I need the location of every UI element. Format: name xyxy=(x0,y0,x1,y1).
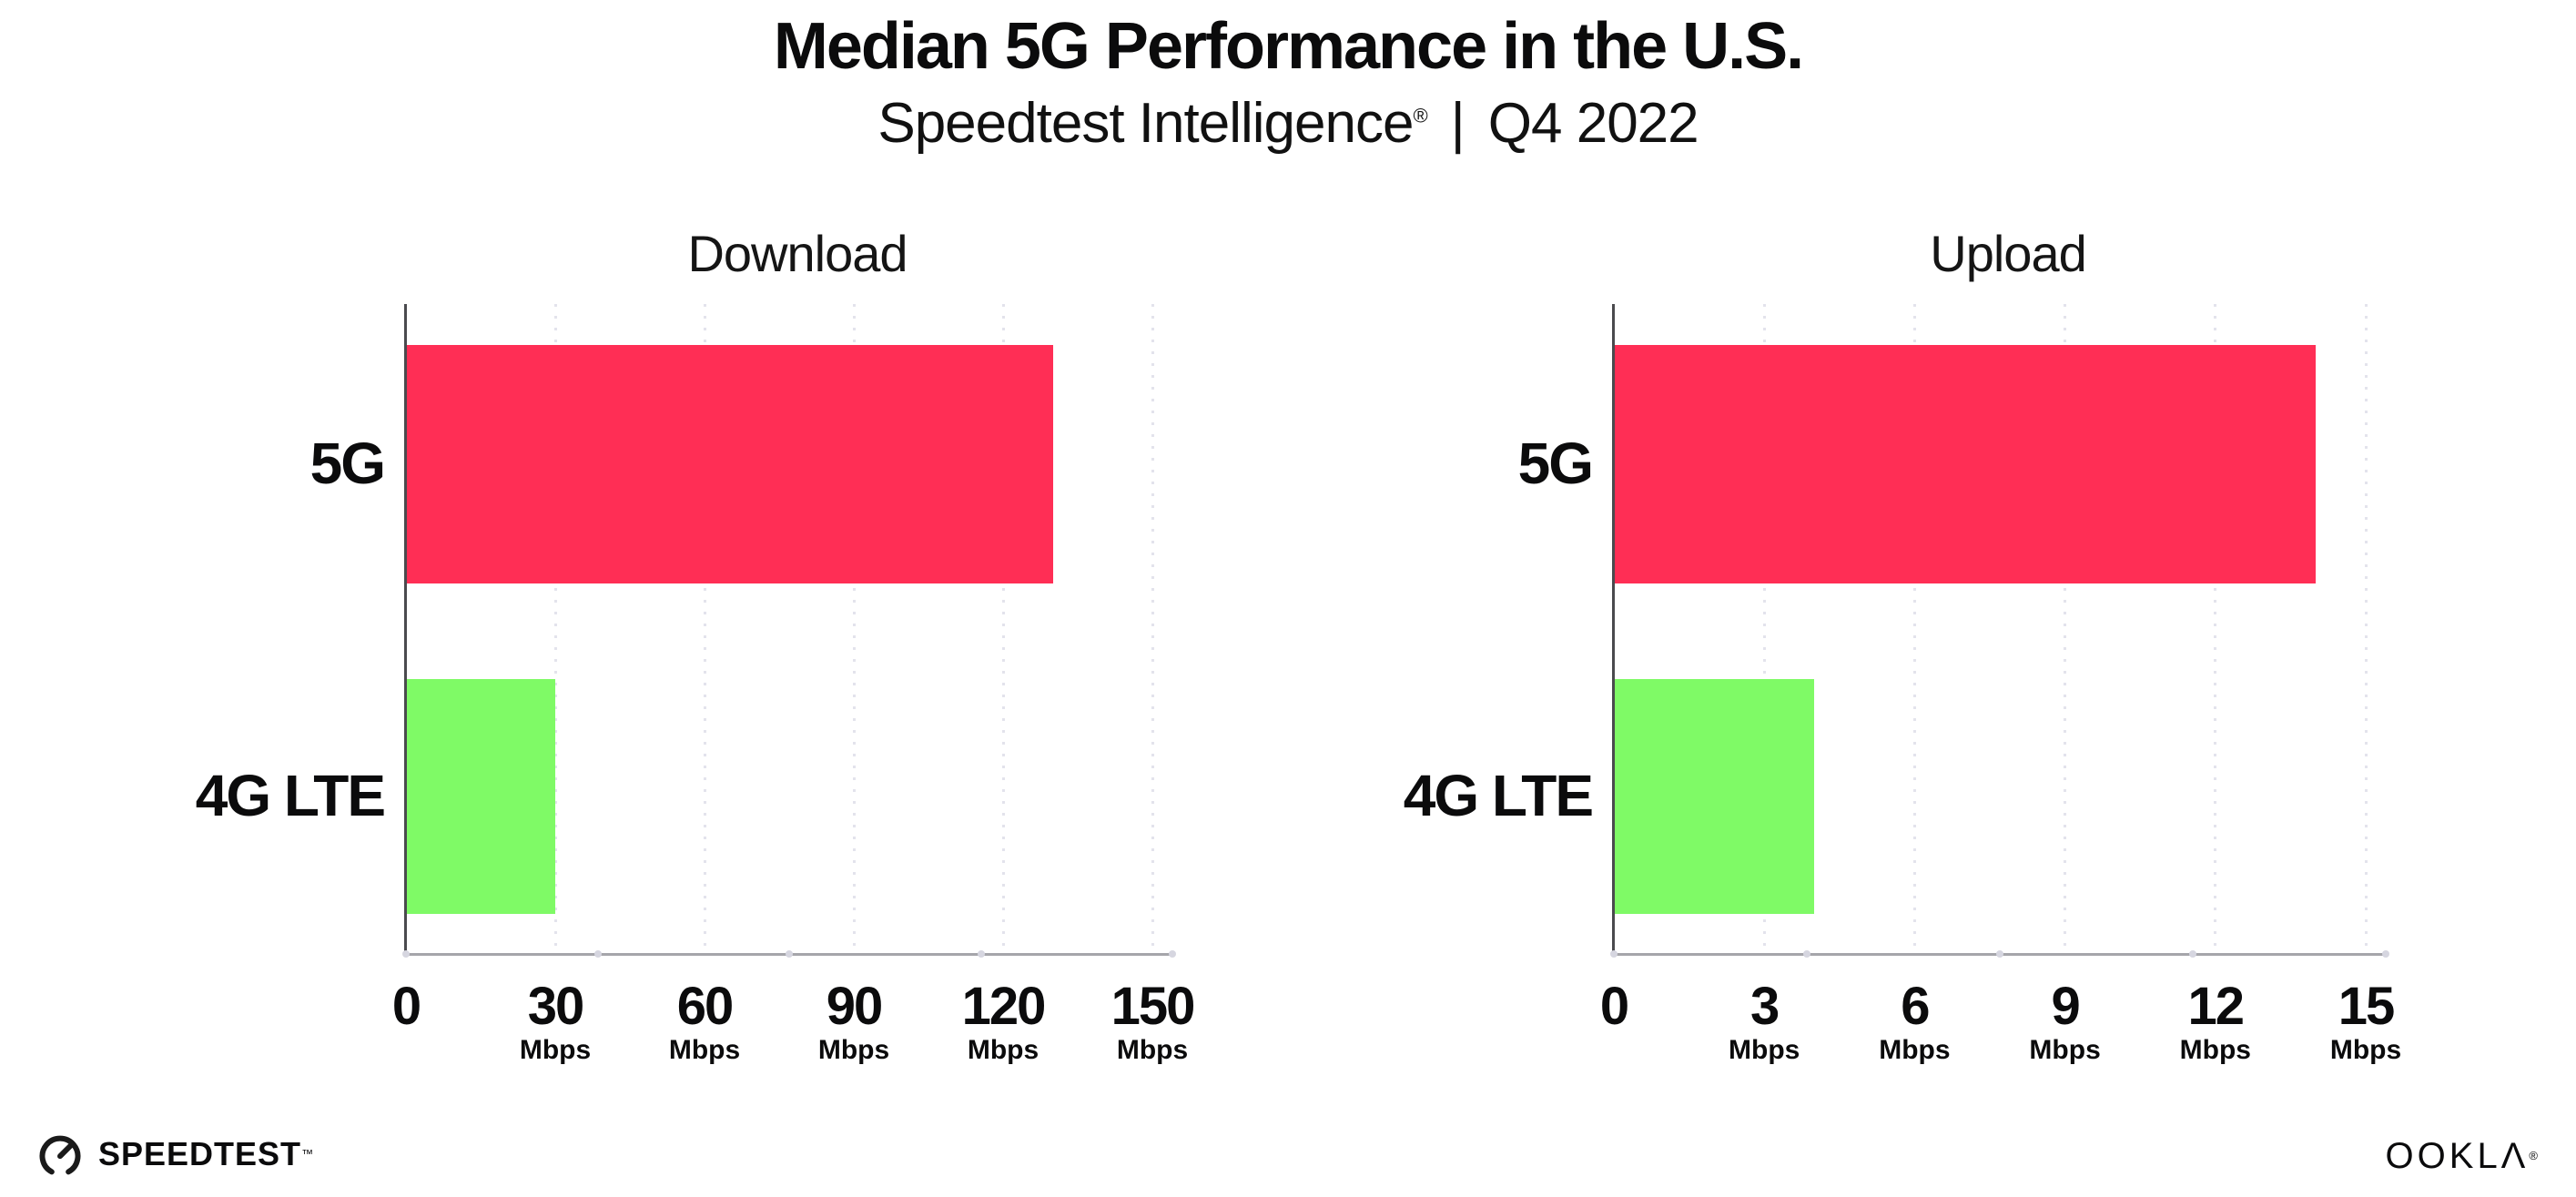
axis-tick-dot-download-2 xyxy=(786,950,793,958)
bar-5g-download xyxy=(406,345,1053,583)
bar-4g-lte-upload xyxy=(1614,679,1815,914)
gridline-upload-3 xyxy=(1762,304,1766,954)
axis-tick-dot-download-0 xyxy=(402,950,410,958)
chart-title-upload: Upload xyxy=(1930,225,2086,282)
x-tick-value: 120 xyxy=(961,977,1047,1036)
x-tick-value: 150 xyxy=(1111,977,1196,1036)
x-tick-upload-15: 15 Mbps xyxy=(2330,979,2401,1065)
gridline-download-90 xyxy=(852,304,856,954)
x-tick-upload-6: 6 Mbps xyxy=(1879,979,1950,1065)
bar-4g-lte-download xyxy=(406,679,555,914)
x-tick-unit: Mbps xyxy=(519,1034,592,1065)
x-tick-unit: Mbps xyxy=(2329,1034,2402,1065)
x-tick-unit: Mbps xyxy=(1116,1034,1189,1065)
gridline-upload-9 xyxy=(2064,304,2067,954)
x-tick-value: 60 xyxy=(676,977,735,1036)
subtitle-separator: | xyxy=(1450,92,1465,155)
x-tick-upload-3: 3 Mbps xyxy=(1729,979,1800,1065)
page-subtitle: Speedtest Intelligence® | Q4 2022 xyxy=(0,91,2576,156)
x-tick-download-150: 150 Mbps xyxy=(1111,977,1196,1065)
axis-tick-dot-upload-2 xyxy=(1996,950,2003,958)
registered-mark: ® xyxy=(1413,104,1427,127)
gridline-download-150 xyxy=(1151,304,1154,954)
x-tick-upload-9: 9 Mbps xyxy=(2029,979,2100,1065)
gridline-download-30 xyxy=(553,304,557,954)
x-tick-value: 6 xyxy=(1901,977,1930,1036)
subtitle-period: Q4 2022 xyxy=(1487,92,1699,155)
category-label-4g-lte-upload: 4G LTE xyxy=(1403,763,1594,828)
x-tick-download-60: 60 Mbps xyxy=(669,979,740,1065)
axis-tick-dot-upload-1 xyxy=(1803,950,1810,958)
x-tick-download-90: 90 Mbps xyxy=(818,979,889,1065)
category-label-4g-lte-download: 4G LTE xyxy=(195,763,386,828)
ookla-logo: OOKLΛ ® xyxy=(2385,1135,2538,1176)
x-tick-unit: Mbps xyxy=(668,1034,741,1065)
axis-tick-dot-download-1 xyxy=(593,950,602,958)
x-tick-upload-12: 12 Mbps xyxy=(2180,979,2251,1065)
x-tick-download-0: 0 xyxy=(391,977,421,1036)
x-tick-unit: Mbps xyxy=(1729,1034,1800,1065)
x-tick-value: 0 xyxy=(391,977,421,1036)
category-label-5g-download: 5G xyxy=(309,431,386,496)
x-tick-value: 30 xyxy=(527,977,585,1036)
speedtest-wordmark: SPEEDTEST xyxy=(98,1135,302,1172)
axis-tick-dot-download-3 xyxy=(977,950,985,958)
ookla-wordmark: OOKLΛ xyxy=(2385,1135,2530,1176)
x-tick-download-30: 30 Mbps xyxy=(520,979,591,1065)
x-tick-download-120: 120 Mbps xyxy=(961,977,1047,1065)
x-tick-value: 0 xyxy=(1599,977,1629,1036)
subtitle-brand: Speedtest Intelligence xyxy=(877,92,1414,155)
x-tick-unit: Mbps xyxy=(1879,1034,1951,1065)
y-axis-spine-download xyxy=(404,304,407,954)
bar-5g-upload xyxy=(1614,345,2316,583)
axis-tick-dot-download-4 xyxy=(1169,950,1176,958)
x-tick-value: 3 xyxy=(1750,977,1780,1036)
axis-tick-dot-upload-0 xyxy=(1610,950,1618,958)
x-tick-upload-0: 0 xyxy=(1599,977,1629,1036)
chart-title-download: Download xyxy=(687,225,908,282)
x-tick-unit: Mbps xyxy=(2029,1034,2101,1065)
x-tick-value: 12 xyxy=(2187,977,2246,1036)
speedtest-gauge-icon xyxy=(36,1131,84,1178)
y-axis-spine-upload xyxy=(1612,304,1615,954)
axis-tick-dot-upload-4 xyxy=(2382,950,2389,958)
category-label-5g-upload: 5G xyxy=(1517,431,1594,496)
gridline-upload-12 xyxy=(2214,304,2217,954)
gridline-upload-6 xyxy=(1912,304,1916,954)
gridline-download-120 xyxy=(1001,304,1005,954)
axis-tick-dot-upload-3 xyxy=(2189,950,2196,958)
page-title: Median 5G Performance in the U.S. xyxy=(773,10,1804,83)
x-tick-unit: Mbps xyxy=(967,1034,1040,1065)
gridline-upload-15 xyxy=(2364,304,2368,954)
x-tick-value: 90 xyxy=(826,977,884,1036)
gridline-download-60 xyxy=(703,304,706,954)
x-tick-value: 15 xyxy=(2338,977,2396,1036)
speedtest-logo: SPEEDTEST ™ xyxy=(36,1129,313,1180)
x-tick-value: 9 xyxy=(2051,977,2080,1036)
x-tick-unit: Mbps xyxy=(2179,1034,2251,1065)
x-tick-unit: Mbps xyxy=(817,1034,890,1065)
